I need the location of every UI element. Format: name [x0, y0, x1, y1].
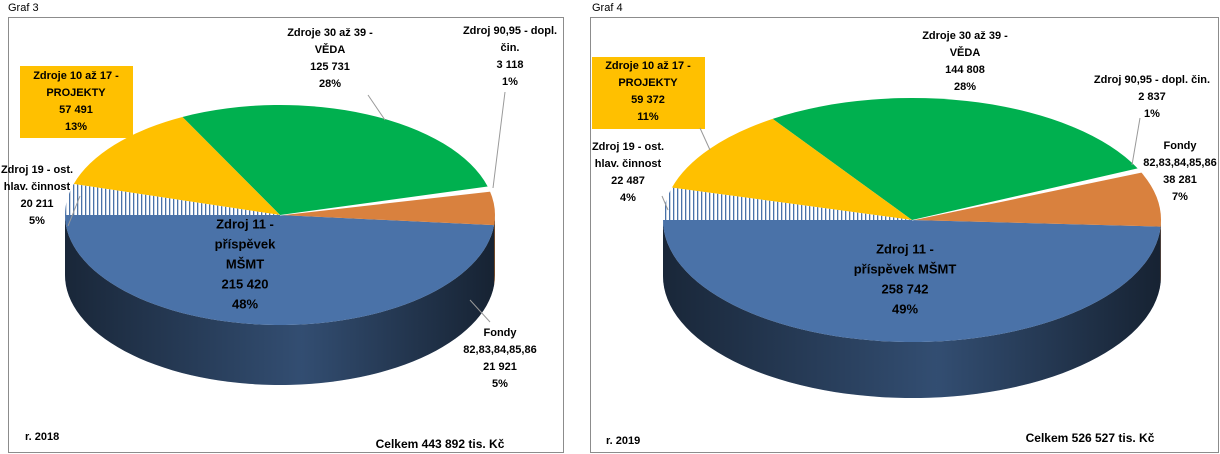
total-label: Celkem 526 527 tis. Kč: [1026, 431, 1155, 445]
slice-value: 144 808: [945, 64, 985, 76]
panel: [8, 17, 564, 453]
slice: [912, 172, 1161, 227]
slice: [663, 220, 1161, 342]
slice: [65, 183, 280, 215]
slice-value: 57 491: [59, 104, 93, 116]
slice: [279, 185, 491, 216]
slice-value: 20 211: [20, 198, 53, 210]
slice-label: 82,83,84,85,86: [1143, 157, 1216, 169]
slice-side-shade: [663, 220, 1161, 398]
slice-value: 2 837: [1138, 91, 1166, 103]
leader-line: [67, 195, 81, 227]
slice-label: VĚDA: [315, 43, 346, 56]
slice-side-shade: [494, 215, 495, 286]
leader-line: [492, 91, 506, 189]
slice-percent: 1%: [1144, 108, 1160, 120]
total-label: Celkem 443 892 tis. Kč: [376, 437, 505, 451]
slice-percent: 7%: [1172, 191, 1188, 203]
slice-value: 3 118: [497, 59, 524, 71]
slice-percent: 4%: [620, 192, 636, 204]
slice-percent: 48%: [232, 296, 258, 311]
panel: [590, 17, 1219, 453]
slice-value: 59 372: [631, 94, 665, 106]
slice-label: Zdroj 19 - ost.: [1, 164, 73, 176]
slice: [663, 187, 912, 220]
slice: [65, 215, 495, 325]
slice-percent: 11%: [637, 111, 659, 123]
slice-percent: 28%: [954, 81, 976, 93]
slice-label: hlav. činnost: [4, 181, 71, 193]
slice-value: 38 281: [1163, 174, 1197, 186]
slice-label: Fondy: [484, 327, 518, 339]
label-box: [592, 57, 705, 129]
slice-value: 22 487: [611, 175, 645, 187]
slice-label: 82,83,84,85,86: [463, 344, 536, 356]
slice: [911, 167, 1143, 221]
slice-label: hlav. činnost: [595, 158, 662, 170]
slice-label: příspěvek: [215, 236, 276, 251]
slice-label: Zdroj 11 -: [876, 241, 934, 256]
slice-label: Zdroj 90,95 - dopl. čin.: [1094, 74, 1210, 86]
slice-label: Zdroje 30 až 39 -: [922, 30, 1008, 42]
slice-label: Fondy: [1164, 140, 1198, 152]
slice-percent: 49%: [892, 301, 918, 316]
leader-line: [699, 127, 711, 151]
leader-line: [469, 299, 491, 323]
slice: [280, 191, 495, 226]
slice-label: PROJEKTY: [46, 87, 106, 99]
slice-percent: 5%: [492, 378, 508, 390]
slice: [772, 97, 1138, 220]
year-label: r. 2019: [606, 435, 640, 447]
slice-label: MŠMT: [226, 256, 264, 271]
slice-label: Zdroj 19 - ost.: [592, 141, 664, 153]
slice-label: VĚDA: [950, 46, 981, 59]
slice-value: 258 742: [882, 281, 929, 296]
slice-percent: 13%: [65, 121, 87, 133]
slice-value: 215 420: [222, 276, 269, 291]
year-label: r. 2018: [25, 431, 59, 443]
slice-label: Zdroj 90,95 - dopl.: [463, 25, 557, 37]
slice-percent: 28%: [319, 78, 341, 90]
slice-label: PROJEKTY: [618, 77, 678, 89]
chart-caption: Graf 3: [8, 2, 39, 14]
slice-label: Zdroje 10 až 17 -: [33, 70, 119, 82]
leader-line: [661, 195, 669, 211]
slice-label: Zdroje 10 až 17 -: [605, 60, 691, 72]
slice-percent: 1%: [502, 76, 518, 88]
slice-value: 21 921: [483, 361, 517, 373]
slice: [671, 118, 912, 220]
label-box: [20, 66, 133, 138]
slice: [73, 116, 280, 215]
slice-label: příspěvek MŠMT: [854, 261, 957, 276]
slice-percent: 5%: [29, 215, 45, 227]
slice-label: Zdroj 11 -: [216, 216, 274, 231]
chart-caption: Graf 4: [592, 2, 623, 14]
slice-label: čin.: [501, 42, 520, 54]
leader-line: [367, 94, 386, 121]
slice-label: Zdroje 30 až 39 -: [287, 27, 373, 39]
slice: [182, 104, 488, 215]
slice-side-shade: [65, 215, 495, 385]
leader-line: [1131, 117, 1141, 166]
slice-value: 125 731: [310, 61, 350, 73]
